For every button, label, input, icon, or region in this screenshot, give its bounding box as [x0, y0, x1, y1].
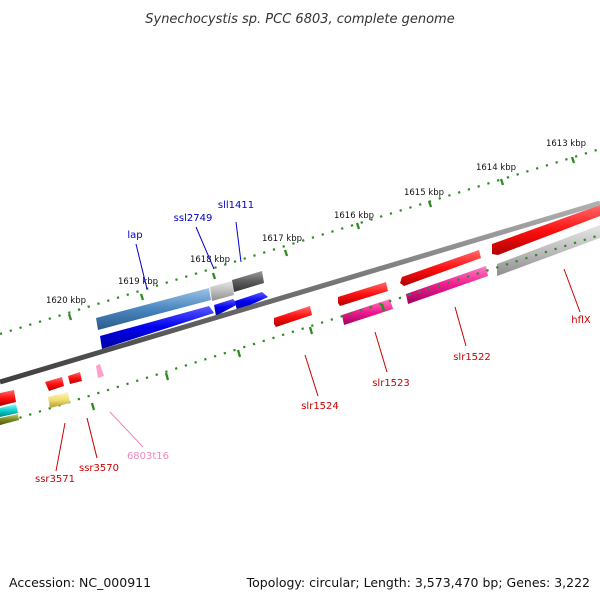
forward-strand-genes: [96, 205, 600, 349]
gene-hflX-block[interactable]: [497, 225, 600, 276]
scale-label-1620: 1620 kbp: [46, 296, 86, 306]
label-sll1411: sll1411: [218, 200, 254, 211]
label-ssl2749: ssl2749: [174, 213, 213, 224]
gene-slr1524[interactable]: [274, 306, 312, 327]
scale-tick-1619: [139, 293, 145, 301]
gene-6803t16[interactable]: [96, 364, 104, 378]
gene-blue-large[interactable]: [100, 306, 214, 349]
scale-tick-1617: [283, 249, 289, 257]
scale-tick-1618: [211, 272, 217, 280]
inner-scale-ruler: [0, 233, 600, 426]
outer-scale-ruler: [0, 147, 600, 336]
map-title: Synechocystis sp. PCC 6803, complete gen…: [145, 12, 454, 27]
label-6803t16: 6803t16: [127, 451, 169, 462]
genome-backbone: [0, 200, 600, 385]
gene-grey-small[interactable]: [210, 281, 234, 301]
genome-summary-text: Topology: circular; Length: 3,573,470 bp…: [246, 575, 590, 590]
scale-tick-1613: [570, 156, 576, 164]
gene-red-left-edge[interactable]: [0, 390, 16, 406]
scale-label-1617: 1617 kbp: [262, 234, 302, 244]
label-ssr3571: ssr3571: [35, 474, 75, 485]
label-hflX: hflX: [571, 315, 591, 326]
label-leaders: [55, 221, 581, 472]
gene-olive-left-edge[interactable]: [0, 414, 19, 425]
scale-label-1615: 1615 kbp: [404, 188, 444, 198]
gene-ssl2749[interactable]: [214, 299, 238, 316]
scale-tick-1615: [427, 200, 433, 208]
label-slr1524: slr1524: [301, 401, 339, 412]
label-ssr3570: ssr3570: [79, 463, 119, 474]
gene-ssr3571-red[interactable]: [45, 377, 64, 391]
label-slr1523: slr1523: [372, 378, 410, 389]
accession-text: Accession: NC_000911: [9, 575, 152, 590]
gene-sll1411[interactable]: [235, 292, 268, 311]
label-lap: lap: [127, 230, 142, 241]
scale-label-1619: 1619 kbp: [118, 277, 158, 287]
gene-dark-grey[interactable]: [232, 271, 264, 292]
gene-red-top-right[interactable]: [492, 205, 600, 255]
scale-label-1613: 1613 kbp: [546, 139, 586, 149]
gene-slr1523[interactable]: [342, 299, 393, 325]
reverse-strand-genes: [0, 364, 104, 425]
gene-labels: hflX slr1522 slr1523 slr1524 sll1411 ssl…: [35, 200, 591, 485]
gene-lap[interactable]: [96, 288, 211, 330]
scale-tick-1616: [355, 222, 361, 230]
gene-red-1522a[interactable]: [400, 250, 481, 286]
gene-cyan-left-edge[interactable]: [0, 404, 18, 417]
scale-tick-1614: [499, 178, 505, 186]
scale-label-1616: 1616 kbp: [334, 211, 374, 221]
gene-slr1522[interactable]: [406, 266, 488, 304]
gene-red-1523a[interactable]: [338, 282, 388, 306]
scale-labels: 1613 kbp 1614 kbp 1615 kbp 1616 kbp 1617…: [46, 139, 586, 306]
label-slr1522: slr1522: [453, 352, 491, 363]
gene-ssr3571[interactable]: [48, 392, 70, 408]
gene-ssr3570[interactable]: [68, 372, 82, 384]
scale-label-1614: 1614 kbp: [476, 163, 516, 173]
scale-tick-1620: [67, 313, 73, 321]
